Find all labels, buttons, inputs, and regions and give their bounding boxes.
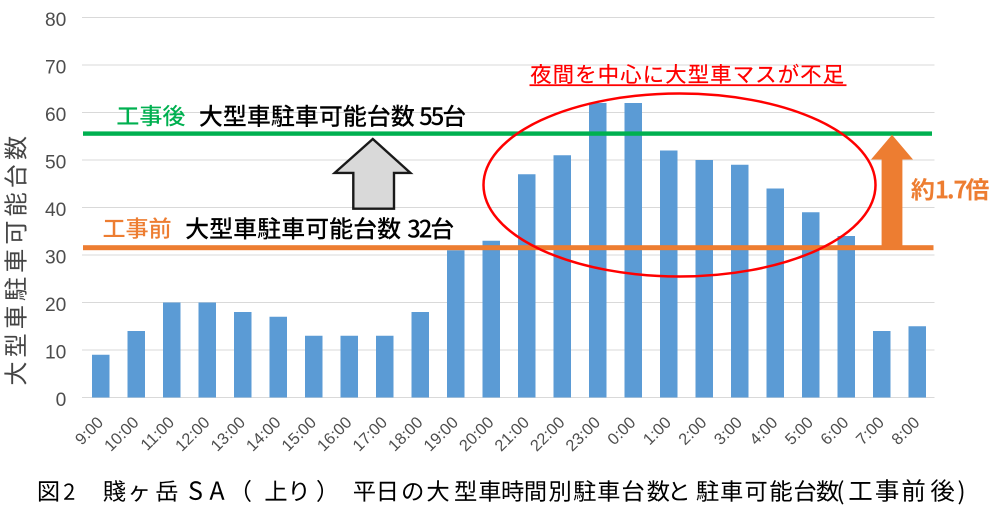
svg-text:40: 40	[45, 200, 66, 221]
svg-text:20: 20	[45, 295, 66, 316]
svg-text:30: 30	[45, 247, 66, 268]
svg-text:0: 0	[56, 390, 67, 411]
svg-text:50: 50	[45, 152, 66, 173]
svg-text:70: 70	[45, 57, 66, 78]
svg-text:60: 60	[45, 105, 66, 126]
svg-text:10: 10	[45, 342, 66, 363]
svg-text:80: 80	[45, 10, 66, 31]
